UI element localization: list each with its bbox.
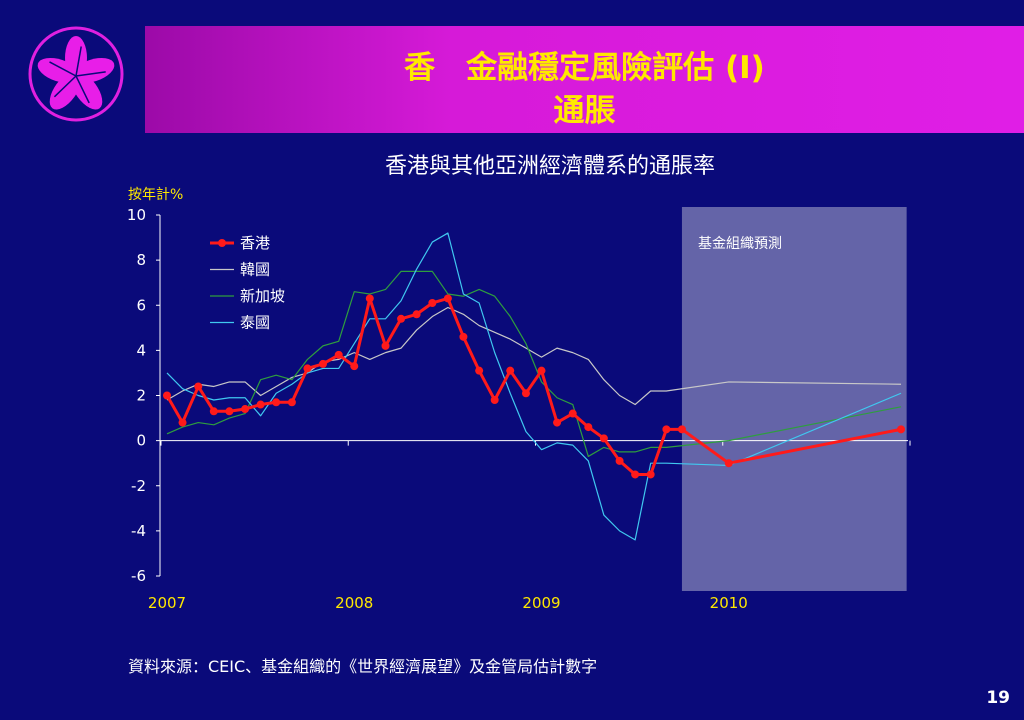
data-point [303, 364, 312, 373]
data-point [241, 405, 250, 414]
chart-title: 香港與其他亞洲經濟體系的通脹率 [384, 154, 715, 179]
y-tick-label: 2 [136, 387, 146, 405]
data-point [412, 310, 421, 319]
data-point [584, 423, 593, 432]
data-point [490, 396, 499, 405]
data-point [897, 425, 906, 434]
data-point [178, 418, 187, 427]
data-point [225, 407, 234, 416]
data-point [334, 350, 343, 359]
data-point [506, 366, 515, 375]
forecast-region [681, 207, 907, 591]
data-point [615, 456, 624, 465]
y-tick-label: 6 [136, 296, 146, 314]
y-tick-label: 4 [136, 341, 146, 359]
data-point [724, 459, 733, 468]
data-point [459, 332, 468, 341]
data-point [256, 400, 265, 409]
data-point [209, 407, 218, 416]
y-tick-label: 8 [136, 251, 146, 269]
series-line-3 [166, 232, 902, 541]
x-tick-label: 2010 [710, 594, 748, 612]
data-point [272, 398, 281, 407]
slide-subtitle: 通脹 [553, 93, 616, 129]
x-tick-label: 2009 [522, 594, 560, 612]
legend-label: 香港 [240, 234, 270, 252]
data-point [475, 366, 484, 375]
data-point [599, 434, 608, 443]
data-point [318, 359, 327, 368]
data-point [521, 389, 530, 398]
legend-label: 韓國 [240, 261, 270, 279]
data-point [397, 314, 406, 323]
data-point [381, 341, 390, 350]
title-bar: 香 金融穩定風險評估 (I) 通脹 [145, 26, 1024, 133]
data-point [428, 298, 437, 307]
data-point [646, 470, 655, 479]
x-tick-label: 2007 [148, 594, 186, 612]
legend-label: 新加坡 [240, 287, 285, 305]
y-tick-label: -6 [131, 567, 146, 585]
y-axis-label: 按年計% [128, 187, 184, 203]
data-point [631, 470, 640, 479]
data-point [537, 366, 546, 375]
forecast-label: 基金組織預測 [698, 235, 782, 252]
source-note: 資料來源：CEIC、基金組織的《世界經濟展望》及金管局估計數字 [128, 657, 598, 676]
y-tick-label: 10 [127, 206, 146, 224]
data-point [287, 398, 296, 407]
data-point [194, 382, 203, 391]
data-point [677, 425, 686, 434]
y-tick-label: -4 [131, 522, 146, 540]
slide-title: 香 金融穩定風險評估 (I) [404, 50, 765, 86]
data-point [568, 409, 577, 418]
data-point [365, 294, 374, 303]
page-number: 19 [986, 688, 1010, 708]
data-point [443, 294, 452, 303]
legend-marker [218, 239, 226, 247]
y-tick-label: 0 [136, 432, 146, 450]
data-point [350, 362, 359, 371]
data-point [662, 425, 671, 434]
hkma-logo [28, 26, 124, 122]
data-point [163, 391, 171, 400]
y-tick-label: -2 [131, 477, 146, 495]
legend-label: 泰國 [240, 314, 270, 332]
x-tick-label: 2008 [335, 594, 373, 612]
series-line-2 [166, 270, 902, 458]
data-point [553, 418, 562, 427]
